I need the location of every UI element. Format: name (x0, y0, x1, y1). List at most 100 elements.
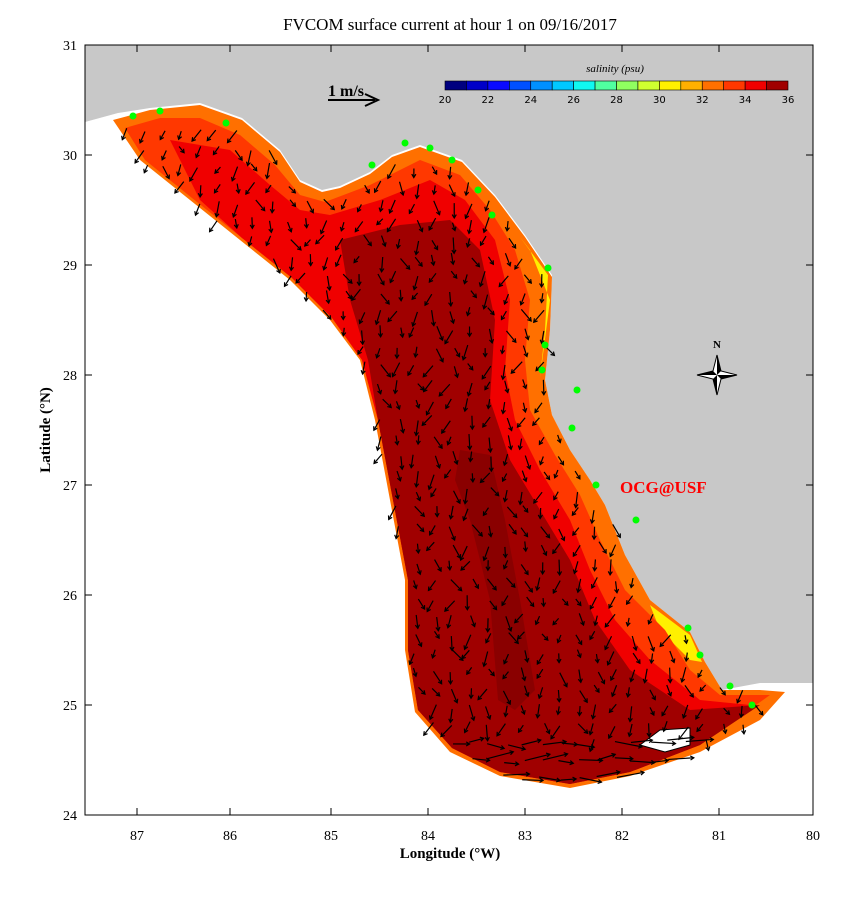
current-vector (490, 487, 500, 497)
current-vector (537, 507, 543, 520)
current-vector (194, 203, 201, 217)
current-vector (685, 737, 715, 743)
current-vector (449, 311, 456, 325)
current-vector (143, 164, 149, 174)
x-tick-label: 87 (130, 829, 144, 844)
current-vector (591, 526, 597, 541)
current-vector (394, 488, 400, 500)
colorbar-cell (616, 80, 639, 91)
colorbar-cell (680, 80, 703, 91)
current-vector (380, 293, 390, 305)
current-vector (162, 165, 170, 180)
current-vector (536, 654, 544, 666)
current-vector (697, 669, 703, 679)
current-vector (422, 380, 433, 393)
current-vector (523, 274, 533, 284)
current-vector (415, 435, 421, 446)
current-vector (416, 523, 425, 533)
current-vector (522, 505, 529, 514)
current-vector (696, 723, 704, 733)
station-marker (696, 651, 704, 659)
current-vector (741, 724, 747, 736)
current-vector (478, 271, 486, 288)
current-vector (288, 186, 297, 194)
current-vector (429, 525, 436, 536)
station-marker (129, 112, 137, 120)
current-vector (468, 688, 474, 700)
current-vector (469, 415, 475, 431)
current-vector (159, 130, 166, 141)
current-vector (518, 491, 524, 506)
current-vector (651, 740, 677, 746)
current-vector (448, 526, 456, 542)
current-vector (471, 524, 483, 537)
current-vector (589, 630, 596, 641)
current-vector (315, 234, 325, 245)
current-vector (557, 456, 565, 466)
current-vector (579, 777, 603, 784)
current-vector (377, 325, 384, 338)
current-vector (553, 469, 559, 479)
current-vector (399, 327, 405, 339)
current-vector (438, 383, 451, 397)
current-vector (631, 635, 638, 652)
current-vector (467, 434, 473, 451)
station-marker (401, 139, 409, 147)
station-marker (573, 386, 581, 394)
station-marker (538, 366, 546, 374)
current-vector (414, 471, 420, 489)
current-vector (353, 255, 360, 264)
current-vector (612, 524, 621, 539)
current-vector (550, 725, 561, 740)
current-vector (470, 473, 476, 484)
current-vector (484, 200, 490, 212)
current-vector (444, 600, 456, 612)
current-vector (134, 150, 145, 164)
current-vector (572, 527, 580, 537)
current-vector (680, 667, 687, 684)
current-vector (522, 379, 528, 390)
current-vector (412, 667, 418, 678)
current-vector (463, 634, 472, 651)
current-vector (487, 437, 493, 454)
current-vector (489, 600, 498, 611)
current-vector (503, 653, 509, 665)
station-marker (592, 481, 600, 489)
current-vector (265, 184, 272, 194)
current-vector (245, 182, 256, 196)
current-vectors (121, 128, 764, 784)
current-vector (213, 184, 221, 194)
current-vector (467, 363, 474, 371)
current-vector (520, 527, 529, 538)
plot-area (85, 45, 813, 815)
current-vector (465, 238, 471, 248)
y-tick-label: 28 (63, 369, 77, 384)
current-vector (408, 327, 415, 339)
current-vector (556, 634, 562, 644)
current-vector (504, 253, 512, 267)
current-vector (482, 416, 491, 428)
station-marker (748, 701, 756, 709)
current-vector (235, 183, 241, 195)
x-tick-label: 82 (615, 829, 629, 844)
current-vector (450, 270, 458, 279)
current-vector (505, 330, 517, 344)
current-vector (415, 491, 422, 502)
current-vector (431, 166, 438, 176)
current-vector (611, 685, 618, 698)
current-vector (451, 237, 457, 255)
colorbar-tick-label: 36 (782, 95, 795, 106)
current-vector (430, 254, 436, 267)
current-vector (433, 630, 440, 640)
current-vector (524, 455, 532, 471)
current-vector (407, 365, 415, 377)
current-vector (464, 182, 470, 197)
current-vector (597, 752, 617, 761)
current-vector (389, 270, 397, 284)
current-vector (487, 256, 494, 266)
current-vector (609, 544, 617, 558)
current-vector (572, 561, 579, 575)
current-vector (520, 564, 529, 576)
current-vector (287, 221, 293, 233)
